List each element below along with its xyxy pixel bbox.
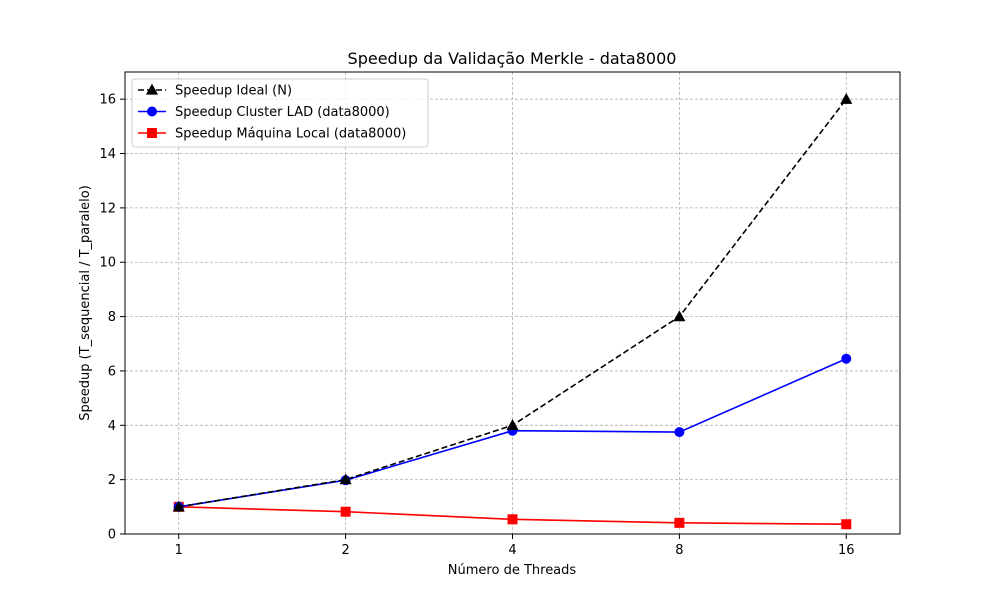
chart-title: Speedup da Validação Merkle - data8000 (348, 49, 677, 68)
x-tick-label: 8 (675, 543, 683, 558)
y-tick-label: 16 (99, 93, 116, 108)
legend: Speedup Ideal (N) Speedup Cluster LAD (da… (131, 78, 429, 148)
x-axis-label: Número de Threads (448, 563, 577, 578)
legend-marker (145, 83, 159, 95)
data-point (339, 473, 352, 485)
series-0 (172, 92, 853, 512)
y-tick-label: 2 (108, 473, 116, 488)
data-point (172, 500, 185, 512)
legend-marker (147, 106, 157, 117)
y-tick-label: 8 (108, 310, 116, 325)
data-point (841, 353, 852, 364)
y-tick-label: 14 (99, 147, 116, 162)
data-point (840, 92, 853, 104)
legend-label: Speedup Ideal (N) (175, 84, 292, 99)
y-tick-label: 0 (108, 528, 116, 543)
data-point (507, 514, 518, 525)
y-tick-label: 4 (108, 419, 116, 434)
y-tick-label: 6 (108, 364, 116, 379)
data-point (674, 427, 685, 438)
legend-label: Speedup Máquina Local (data8000) (175, 127, 406, 142)
y-tick-label: 12 (99, 201, 116, 216)
data-point (506, 419, 519, 430)
y-tick-label: 10 (99, 256, 116, 271)
x-tick-label: 2 (341, 543, 349, 558)
series-layer (172, 92, 853, 530)
data-point (673, 310, 686, 322)
data-point (674, 517, 685, 528)
legend-marker (147, 128, 157, 138)
x-tick-label: 16 (838, 543, 855, 558)
y-axis-label: Speedup (T_sequencial / T_paralelo) (78, 185, 93, 421)
x-tick-label: 4 (508, 543, 516, 558)
legend-box (131, 78, 429, 148)
legend-label: Speedup Cluster LAD (data8000) (175, 105, 390, 120)
data-point (340, 506, 351, 517)
data-point (841, 519, 852, 530)
x-tick-label: 1 (175, 543, 183, 558)
